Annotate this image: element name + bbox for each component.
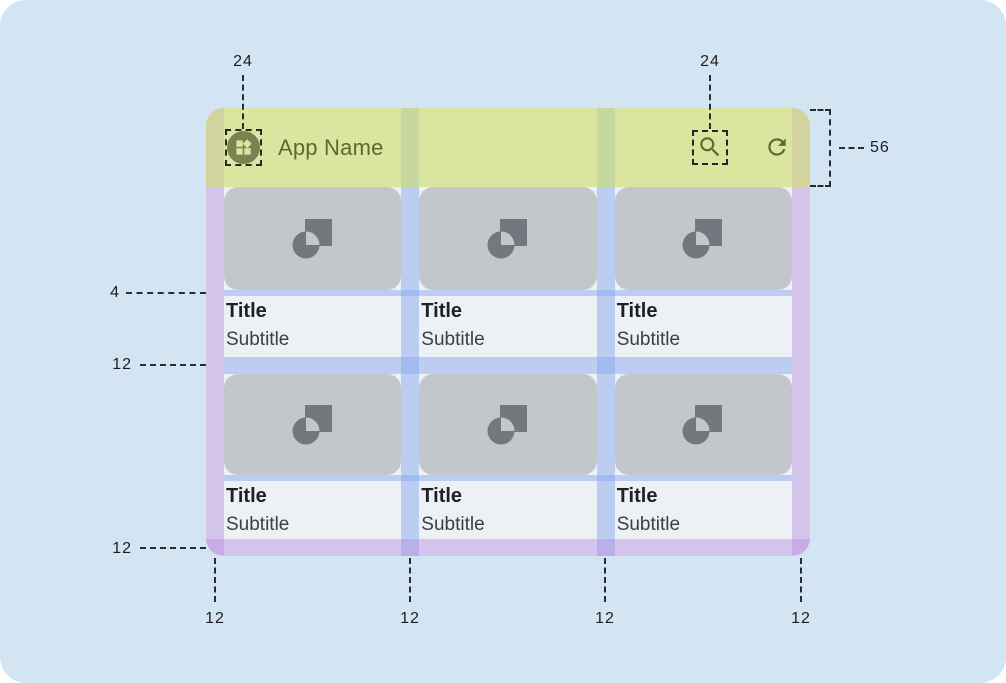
image-placeholder-icon [292,404,332,444]
card[interactable]: Title Subtitle [615,481,794,539]
card-image[interactable] [419,374,597,475]
annotation-leading-icon-size: 24 [233,53,253,70]
measure-line [409,558,411,602]
card[interactable]: Title Subtitle [224,481,403,539]
gutter-overlay [596,108,615,556]
image-text-gap-overlay [224,290,792,296]
annotation-image-text-gap: 4 [110,284,120,301]
measure-line [140,364,206,366]
card-title: Title [226,485,267,507]
card-subtitle: Subtitle [421,329,485,350]
measure-line [800,558,802,602]
annotation-gutter-width: 12 [400,610,420,627]
annotation-row-spacing: 12 [112,356,132,373]
right-margin-overlay [792,108,810,556]
annotation-appbar-height: 56 [870,139,890,156]
row-spacing-overlay [224,357,792,374]
card-image[interactable] [614,187,792,290]
leading-icon-bounds [225,129,262,166]
measure-line [214,558,216,602]
app-name-title: App Name [278,135,384,160]
image-placeholder-icon [682,404,723,444]
card-image[interactable] [224,187,402,290]
annotation-left-margin-width: 12 [205,610,225,627]
annotation-search-icon-size: 24 [700,53,720,70]
image-text-gap-overlay [224,475,792,481]
card-title: Title [421,485,463,507]
card-subtitle: Subtitle [616,329,681,350]
search-button[interactable] [697,134,723,165]
app-mockup: Title Subtitle Title Subtitle Title Subt… [206,108,810,556]
search-icon-bounds [692,130,728,165]
image-placeholder-icon [487,404,527,444]
refresh-icon [768,138,786,156]
image-placeholder-icon [682,218,723,258]
top-app-bar: App Name [206,108,810,187]
annotation-right-margin-width: 12 [791,610,811,627]
annotation-bottom-margin: 12 [112,540,132,557]
card-image[interactable] [614,374,792,475]
card-title: Title [421,300,463,322]
annotation-gutter-width: 12 [595,610,615,627]
measure-line [242,75,244,129]
card[interactable]: Title Subtitle [419,296,598,357]
card-title: Title [616,300,658,322]
card-title: Title [226,300,267,322]
card[interactable]: Title Subtitle [615,296,794,357]
card-subtitle: Subtitle [421,514,485,535]
measure-line [709,75,711,129]
card-title: Title [616,485,658,507]
card-image[interactable] [419,187,597,290]
refresh-button[interactable] [764,134,790,165]
image-placeholder-icon [292,218,332,258]
measure-line [604,558,606,602]
search-icon [700,137,720,157]
card-subtitle: Subtitle [616,514,681,535]
bottom-margin-overlay [206,539,810,556]
gutter-overlay [401,108,420,556]
measure-line [839,147,864,149]
measure-line [126,292,206,294]
card-image[interactable] [224,374,402,475]
measure-line [140,547,206,549]
app-logo-button[interactable] [227,131,260,164]
image-placeholder-icon [487,218,527,258]
card[interactable]: Title Subtitle [419,481,598,539]
left-margin-overlay [206,108,224,556]
card-subtitle: Subtitle [226,329,290,350]
card[interactable]: Title Subtitle [224,296,403,357]
card-subtitle: Subtitle [226,514,290,535]
widgets-icon [236,139,252,155]
measure-bracket-appbar-height [810,109,831,187]
